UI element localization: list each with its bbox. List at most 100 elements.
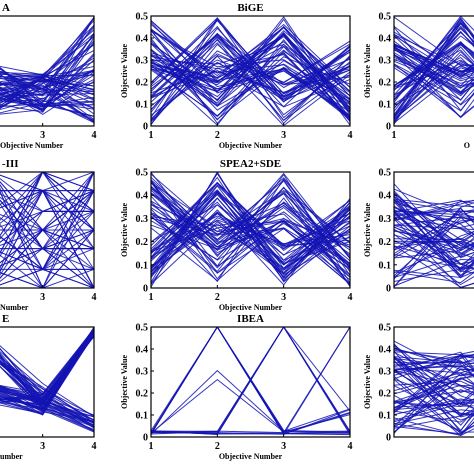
panel-8: 1 2 3 4 0 0.1 0.2 0.3 0.4 0.5 IBEA Objective Number… xyxy=(120,313,353,461)
y-tick-label: 0.2 xyxy=(379,237,392,248)
series-line xyxy=(394,200,474,231)
series-lines xyxy=(151,327,350,436)
series-lines xyxy=(0,172,94,288)
y-axis-label: Objective Value xyxy=(363,355,372,409)
series-line xyxy=(151,378,350,434)
y-tick-label: 0.5 xyxy=(379,12,392,23)
series-line xyxy=(0,17,94,86)
y-tick-label: 0.5 xyxy=(136,168,149,179)
x-axis-label: Objective Number xyxy=(0,141,64,150)
series-line xyxy=(394,51,474,118)
series-line xyxy=(394,408,474,429)
panel-4: 3 4 -III Number xyxy=(0,158,97,312)
series-line xyxy=(394,216,474,229)
y-axis-label: Objective Value xyxy=(363,203,372,257)
series-line xyxy=(394,207,474,224)
y-tick-label: 0.1 xyxy=(379,411,392,422)
series-line xyxy=(0,41,94,113)
y-axis-label: Objective Value xyxy=(120,355,129,409)
series-line xyxy=(394,193,474,271)
x-axis-label: Objective Number xyxy=(219,303,283,312)
series-line xyxy=(394,340,474,377)
axes-box xyxy=(393,15,474,127)
series-lines xyxy=(0,16,94,124)
series-line xyxy=(0,361,94,433)
y-axis-label: Objective Value xyxy=(120,44,129,98)
series-line xyxy=(0,172,94,212)
series-line xyxy=(394,362,474,427)
y-tick-label: 0.3 xyxy=(379,214,392,225)
series-line xyxy=(394,375,474,435)
series-line xyxy=(394,199,474,277)
series-line xyxy=(151,327,350,435)
series-line xyxy=(0,54,94,110)
series-line xyxy=(151,202,350,251)
series-line xyxy=(394,350,474,412)
series-line xyxy=(0,178,94,212)
series-line xyxy=(394,205,474,252)
series-line xyxy=(0,329,94,413)
x-tick-label: 3 xyxy=(40,441,45,452)
series-line xyxy=(394,69,474,124)
series-line xyxy=(151,181,350,264)
series-line xyxy=(394,59,474,84)
x-tick-label: 1 xyxy=(149,441,154,452)
series-line xyxy=(0,73,94,99)
series-line xyxy=(0,82,94,109)
series-line xyxy=(394,370,474,395)
series-line xyxy=(0,334,94,415)
series-line xyxy=(151,217,350,275)
series-line xyxy=(151,201,350,278)
series-line xyxy=(394,54,474,97)
y-tick-label: 0.1 xyxy=(136,411,149,422)
axes-box xyxy=(150,326,351,438)
series-line xyxy=(0,103,94,117)
series-line xyxy=(394,247,474,278)
y-tick-label: 0 xyxy=(143,284,148,295)
panel-6: 0 0.1 0.2 0.3 0.4 0.5 Objective Value xyxy=(363,168,474,295)
y-tick-label: 0.4 xyxy=(379,191,392,202)
x-tick-label: 4 xyxy=(92,441,97,452)
y-tick-label: 0.3 xyxy=(379,56,392,67)
series-line xyxy=(394,63,474,101)
series-line xyxy=(394,365,474,372)
series-line xyxy=(0,84,94,123)
series-line xyxy=(394,217,474,287)
axes-box xyxy=(150,171,351,289)
series-line xyxy=(394,199,474,222)
series-line xyxy=(394,44,474,117)
series-line xyxy=(0,350,94,417)
panel-5: 1 2 3 4 0 0.1 0.2 0.3 0.4 0.5 SPEA2+SDE Objective N… xyxy=(120,158,353,312)
panel-title: A xyxy=(2,2,10,14)
series-line xyxy=(0,29,94,77)
series-line xyxy=(394,25,474,115)
series-line xyxy=(394,356,474,364)
series-line xyxy=(394,53,474,119)
x-tick-label: 2 xyxy=(215,441,220,452)
series-line xyxy=(394,240,474,246)
series-line xyxy=(151,30,350,106)
series-line xyxy=(394,40,474,93)
x-tick-label: 2 xyxy=(215,130,220,141)
series-line xyxy=(151,182,350,268)
y-tick-label: 0.4 xyxy=(136,345,149,356)
series-line xyxy=(394,238,474,248)
series-line xyxy=(0,334,94,410)
series-line xyxy=(394,343,474,418)
series-line xyxy=(0,72,94,87)
panel-title: IBEA xyxy=(237,313,264,325)
series-line xyxy=(394,394,474,433)
series-line xyxy=(394,201,474,274)
series-line xyxy=(394,215,474,277)
y-tick-label: 0.4 xyxy=(136,191,149,202)
series-line xyxy=(394,67,474,107)
panel-2: 1 2 3 4 0 0.1 0.2 0.3 0.4 0.5 BiGE Objective Number… xyxy=(120,2,353,150)
series-line xyxy=(0,20,94,87)
series-line xyxy=(394,354,474,380)
y-tick-label: 0.3 xyxy=(379,367,392,378)
y-tick-label: 0.5 xyxy=(379,323,392,334)
series-line xyxy=(394,231,474,278)
panel-title: SPEA2+SDE xyxy=(220,158,281,170)
series-line xyxy=(0,172,94,237)
series-line xyxy=(0,361,94,421)
